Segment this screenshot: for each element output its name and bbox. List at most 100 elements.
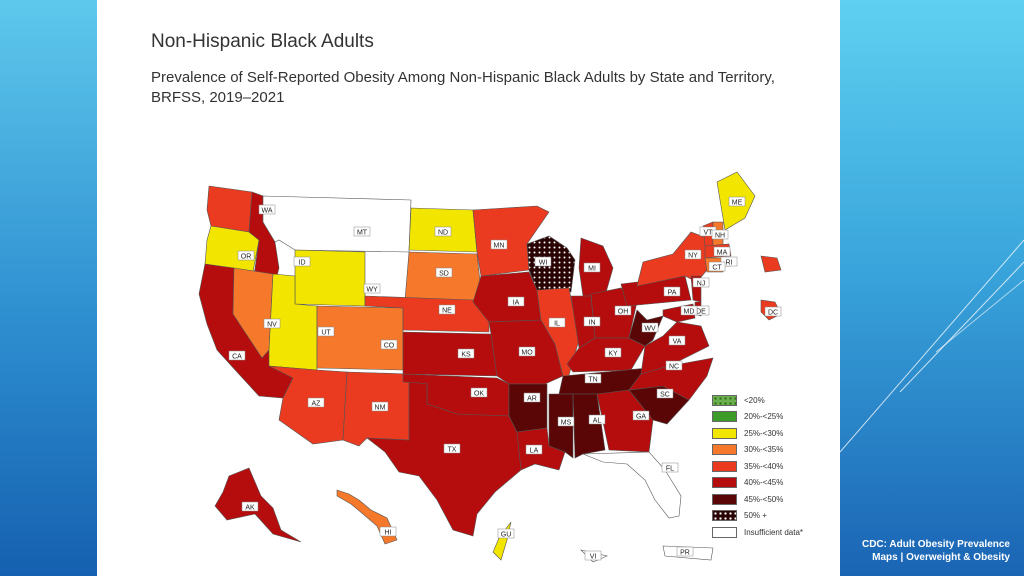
state-tx[interactable] xyxy=(366,381,522,537)
state-label-box-ms xyxy=(557,416,575,427)
state-label-ia: IA xyxy=(513,300,520,307)
state-label-al: AL xyxy=(593,418,602,425)
state-label-sd: SD xyxy=(439,271,449,278)
legend-swatch xyxy=(712,460,737,472)
slide-subtitle: Prevalence of Self-Reported Obesity Amon… xyxy=(151,69,775,106)
state-gu[interactable] xyxy=(492,521,512,561)
legend-item: 50% + xyxy=(712,508,832,525)
us-obesity-map: WA OR CA ID NV MT WY UT AZ CO NM ND SD NE KS OK TX MN IA MO… xyxy=(198,171,782,563)
state-label-ri: RI xyxy=(726,260,733,267)
state-va[interactable] xyxy=(640,321,710,375)
state-label-ar: AR xyxy=(527,396,537,403)
state-label-box-ut xyxy=(317,326,335,337)
state-label-box-hi xyxy=(379,526,397,537)
state-label-box-mt xyxy=(353,226,371,237)
legend-item: Insufficient data* xyxy=(712,524,832,541)
state-label-az: AZ xyxy=(312,401,322,408)
state-ga[interactable] xyxy=(596,389,654,453)
state-label-box-pa xyxy=(663,286,681,297)
legend-swatch xyxy=(712,477,737,489)
state-label-va: VA xyxy=(673,339,682,346)
state-al[interactable] xyxy=(572,393,606,459)
state-label-mt: MT xyxy=(357,230,368,237)
state-ks[interactable] xyxy=(402,331,498,377)
state-label-nh: NH xyxy=(715,233,725,240)
state-label-box-in xyxy=(583,316,601,327)
credit-line-1: CDC: Adult Obesity Prevalence xyxy=(861,539,1010,550)
state-label-wy: WY xyxy=(366,287,378,294)
state-label-ct: CT xyxy=(712,265,722,272)
slide-title: Non-Hispanic Black Adults xyxy=(151,31,374,52)
state-label-box-ak xyxy=(241,501,259,512)
state-label-box-gu xyxy=(497,528,515,539)
state-label-il: IL xyxy=(554,321,560,328)
state-label-md: MD xyxy=(684,309,695,316)
legend-swatch xyxy=(712,411,737,423)
state-label-box-az xyxy=(307,397,325,408)
state-label-box-wa xyxy=(258,204,276,215)
state-label-me: ME xyxy=(732,200,743,207)
state-fl[interactable] xyxy=(582,451,682,519)
state-label-box-mi xyxy=(583,262,601,273)
state-ia[interactable] xyxy=(472,271,542,323)
legend-swatch xyxy=(712,394,737,406)
state-ri-inset[interactable] xyxy=(760,255,782,273)
state-label-box-me xyxy=(728,196,746,207)
decorative-lines xyxy=(840,239,1024,453)
state-label-ca: CA xyxy=(232,354,242,361)
state-label-ma: MA xyxy=(717,250,728,257)
state-label-box-nv xyxy=(263,318,281,329)
state-label-box-or xyxy=(237,250,255,261)
state-label-wi: WI xyxy=(539,260,548,267)
slide-panel: Non-Hispanic Black Adults Prevalence of … xyxy=(97,0,840,576)
state-label-box-al xyxy=(588,414,606,425)
state-nv[interactable] xyxy=(232,267,274,359)
state-label-box-il xyxy=(548,317,566,328)
state-label-box-nj xyxy=(692,277,710,288)
state-label-box-nc xyxy=(665,360,683,371)
state-label-ms: MS xyxy=(561,420,572,427)
legend-label: 20%-<25% xyxy=(744,412,784,422)
state-label-box-vi xyxy=(584,550,602,561)
state-label-or: OR xyxy=(241,254,252,261)
state-label-ne: NE xyxy=(442,308,452,315)
state-label-box-nm xyxy=(371,401,389,412)
legend-item: <20% xyxy=(712,392,832,409)
state-label-mo: MO xyxy=(521,350,533,357)
state-mt[interactable] xyxy=(262,195,412,253)
legend-swatch xyxy=(712,444,737,456)
state-label-id: ID xyxy=(299,260,306,267)
state-label-box-va xyxy=(668,335,686,346)
state-label-box-tx xyxy=(443,443,461,454)
state-ar[interactable] xyxy=(508,383,548,433)
state-label-pa: PA xyxy=(668,290,677,297)
state-label-box-dc xyxy=(764,306,782,317)
state-label-box-ar xyxy=(523,392,541,403)
state-label-box-ia xyxy=(507,296,525,307)
state-label-box-ks xyxy=(457,348,475,359)
state-label-nv: NV xyxy=(267,322,277,329)
state-label-nd: ND xyxy=(438,230,448,237)
state-label-ga: GA xyxy=(636,414,646,421)
state-label-box-id xyxy=(293,256,311,267)
state-label-box-wi xyxy=(534,256,552,267)
state-label-ky: KY xyxy=(608,351,618,358)
state-label-box-ct xyxy=(708,261,726,272)
state-label-ok: OK xyxy=(474,391,484,398)
legend-item: 25%-<30% xyxy=(712,425,832,442)
state-wa[interactable] xyxy=(206,185,253,233)
state-label-box-pr xyxy=(676,546,694,557)
state-label-la: LA xyxy=(530,448,539,455)
state-label-dc: DC xyxy=(768,310,778,317)
legend-label: Insufficient data* xyxy=(744,527,804,537)
state-label-vi: VI xyxy=(590,554,597,561)
state-label-sc: SC xyxy=(660,392,670,399)
state-label-box-mo xyxy=(518,346,536,357)
state-co[interactable] xyxy=(316,305,404,371)
legend-label: 45%-<50% xyxy=(744,494,784,504)
state-label-ut: UT xyxy=(321,330,331,337)
state-label-box-ne xyxy=(438,304,456,315)
state-label-tn: TN xyxy=(588,377,597,384)
state-label-box-mn xyxy=(490,239,508,250)
state-label-gu: GU xyxy=(501,532,512,539)
